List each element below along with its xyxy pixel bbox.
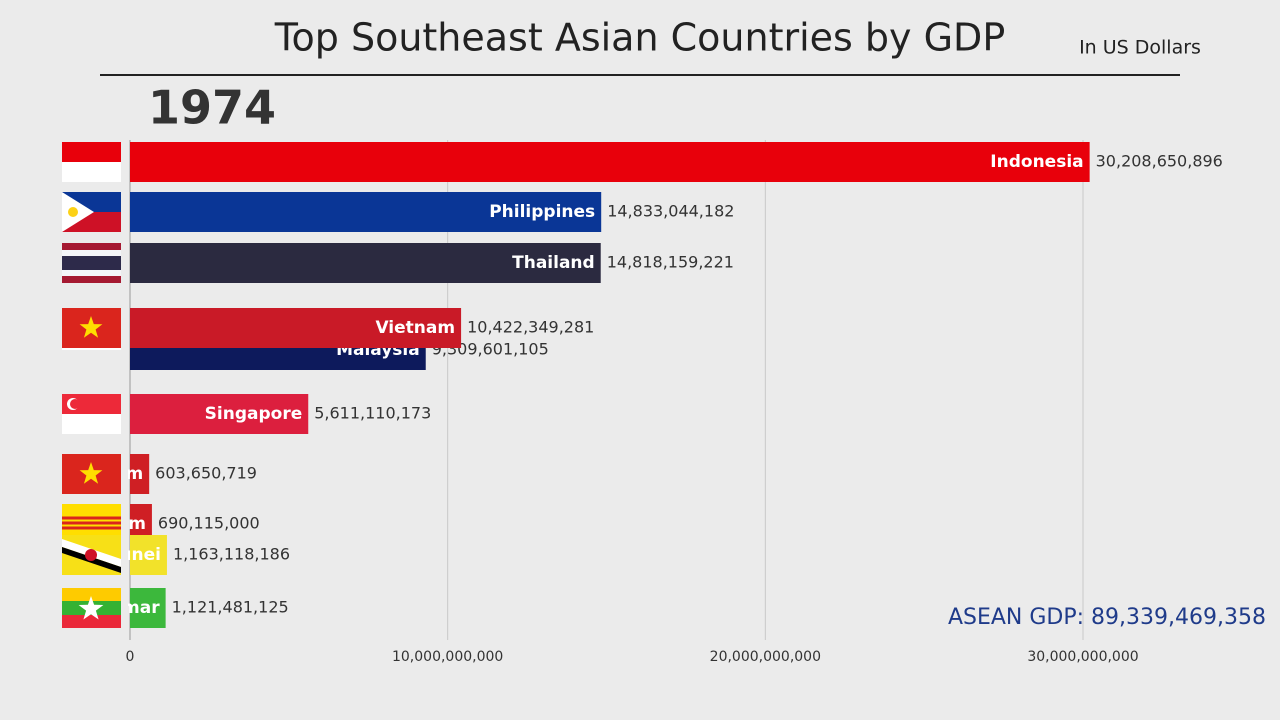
bar-group: Indonesia 30,208,650,896 [130,142,1223,182]
bar [130,454,150,494]
flag-part [62,516,121,520]
bar [130,142,1090,182]
bar-group: m 603,650,719 [125,454,257,494]
bar [130,394,309,434]
bar-label: Indonesia [990,152,1083,172]
flag-star [78,596,104,620]
bar-group: Thailand 14,818,159,221 [130,243,734,283]
flag [62,243,121,283]
bar-group: unei 1,163,118,186 [119,535,290,575]
x-tick-label: 30,000,000,000 [1027,649,1138,665]
flag-part [62,526,121,530]
bar-label: m [125,464,143,484]
flags [62,142,121,628]
flag-part [62,270,121,276]
flag-part [62,243,121,250]
bar-label: m [128,514,146,534]
flag-part [62,588,121,602]
flag [62,454,121,494]
flag-part [62,521,121,525]
flag [62,308,121,348]
bar-label: mar [122,598,160,618]
flag-part [62,276,121,283]
flag-part [62,414,121,434]
bar [130,308,462,348]
chart-subtitle: In US Dollars [1079,37,1201,59]
bar-group: m 690,115,000 [128,504,260,544]
value-label: 14,818,159,221 [607,253,734,272]
bars: Indonesia 30,208,650,896 Philippines 14,833… [119,142,1223,628]
value-label: 1,163,118,186 [173,545,290,564]
flag [62,394,121,434]
flag [62,192,121,232]
bar-label: Thailand [512,253,595,273]
value-label: 1,121,481,125 [172,598,289,617]
flag-part [62,615,121,628]
bar-label: Singapore [205,404,303,424]
flag-star [79,316,103,338]
bar-label: Vietnam [375,318,455,338]
bar-group: mar 1,121,481,125 [122,588,289,628]
flag-part [62,256,121,270]
value-label: 10,422,349,281 [467,318,594,337]
bar-group: Philippines 14,833,044,182 [130,192,734,232]
flag [62,535,121,575]
bar-label: unei [119,545,161,565]
year-label: 1974 [148,81,276,135]
flag-part [62,142,121,162]
total-label: ASEAN GDP: 89,339,469,358 [948,605,1266,630]
bar [130,243,601,283]
value-label: 690,115,000 [158,514,260,533]
bar [130,504,152,544]
x-tick-label: 0 [126,649,135,665]
flag [62,588,121,628]
flag-part [85,549,97,561]
flag-part [62,250,121,256]
x-tick-label: 10,000,000,000 [392,649,503,665]
bar-group: Vietnam 10,422,349,281 [130,308,594,348]
flag-part [68,207,78,217]
flag-star [79,462,103,484]
value-label: 5,611,110,173 [314,404,431,423]
value-label: 30,208,650,896 [1096,152,1223,171]
chart-title: Top Southeast Asian Countries by GDP [274,16,1005,60]
bar [130,192,602,232]
value-label: 603,650,719 [155,464,257,483]
flag-part [62,162,121,182]
flag [62,142,121,182]
bar [130,535,167,575]
flag-part [70,399,80,409]
flag-part [62,394,121,414]
bar [130,588,166,628]
bar-label: Philippines [489,202,595,222]
flag-part [62,347,121,350]
x-tick-label: 20,000,000,000 [710,649,821,665]
bar-group: Singapore 5,611,110,173 [130,394,431,434]
value-label: 14,833,044,182 [607,202,734,221]
